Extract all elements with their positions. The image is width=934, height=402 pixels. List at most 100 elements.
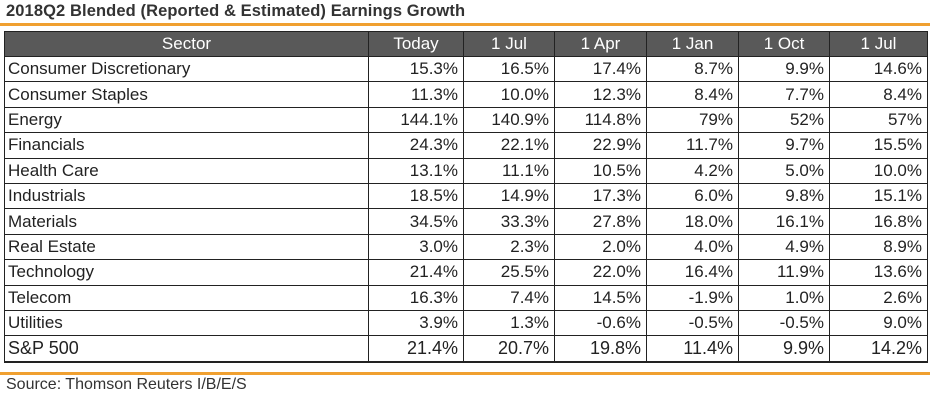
table-row: Consumer Discretionary 15.3% 16.5% 17.4% 8.7… xyxy=(4,55,928,83)
sector-cell: S&P 500 xyxy=(4,335,369,363)
growth-cell: 4.9% xyxy=(738,233,830,261)
growth-cell: 8.9% xyxy=(829,233,928,261)
growth-cell: 27.8% xyxy=(554,208,647,235)
column-header: Sector xyxy=(4,31,369,57)
growth-cell: 10.5% xyxy=(554,157,647,184)
table-row: Health Care 13.1% 11.1% 10.5% 4.2% 5.0% 10.0% xyxy=(4,157,928,184)
growth-cell: 114.8% xyxy=(554,106,647,134)
total-row: S&P 500 21.4% 20.7% 19.8% 11.4% 9.9% 14.2% xyxy=(4,335,928,363)
growth-cell: 21.4% xyxy=(368,335,464,363)
table-row: Consumer Staples 11.3% 10.0% 12.3% 8.4% 7.7% 8… xyxy=(4,81,928,108)
growth-cell: 22.0% xyxy=(554,259,647,286)
sector-cell: Energy xyxy=(4,106,369,134)
column-header: 1 Jul xyxy=(463,31,555,57)
growth-cell: -0.6% xyxy=(554,309,647,337)
growth-cell: 11.7% xyxy=(646,132,739,159)
growth-cell: 7.7% xyxy=(738,81,830,108)
sector-cell: Materials xyxy=(4,208,369,235)
growth-cell: 79% xyxy=(646,106,739,134)
growth-cell: 2.6% xyxy=(829,284,928,311)
growth-cell: 8.7% xyxy=(646,55,739,83)
sector-cell: Technology xyxy=(4,259,369,286)
growth-cell: 11.4% xyxy=(646,335,739,363)
growth-cell: 15.3% xyxy=(368,55,464,83)
growth-cell: 16.3% xyxy=(368,284,464,311)
sector-cell: Financials xyxy=(4,132,369,159)
growth-cell: 17.4% xyxy=(554,55,647,83)
growth-cell: 34.5% xyxy=(368,208,464,235)
growth-cell: 4.0% xyxy=(646,233,739,261)
growth-cell: 5.0% xyxy=(738,157,830,184)
top-accent-rule xyxy=(0,23,930,26)
column-header: 1 Jan xyxy=(646,31,739,57)
growth-cell: 144.1% xyxy=(368,106,464,134)
table-row: Real Estate 3.0% 2.3% 2.0% 4.0% 4.9% 8.9% xyxy=(4,233,928,261)
table-row: Financials 24.3% 22.1% 22.9% 11.7% 9.7% 15.5% xyxy=(4,132,928,159)
growth-cell: 21.4% xyxy=(368,259,464,286)
growth-cell: 1.3% xyxy=(463,309,555,337)
growth-cell: 10.0% xyxy=(829,157,928,184)
growth-cell: 19.8% xyxy=(554,335,647,363)
table-title: 2018Q2 Blended (Reported & Estimated) Ea… xyxy=(6,2,466,20)
table-row: Industrials 18.5% 14.9% 17.3% 6.0% 9.8% 15.1% xyxy=(4,182,928,210)
growth-cell: 9.9% xyxy=(738,335,830,363)
growth-cell: 17.3% xyxy=(554,182,647,210)
growth-cell: 12.3% xyxy=(554,81,647,108)
column-header: 1 Oct xyxy=(738,31,830,57)
growth-cell: 16.4% xyxy=(646,259,739,286)
sector-cell: Consumer Discretionary xyxy=(4,55,369,83)
header-row: Sector Today 1 Jul 1 Apr 1 Jan 1 Oct 1 Jul xyxy=(4,31,928,57)
growth-cell: 24.3% xyxy=(368,132,464,159)
growth-cell: 7.4% xyxy=(463,284,555,311)
growth-cell: 20.7% xyxy=(463,335,555,363)
source-note: Source: Thomson Reuters I/B/E/S xyxy=(6,376,247,393)
sector-cell: Telecom xyxy=(4,284,369,311)
growth-cell: 14.9% xyxy=(463,182,555,210)
growth-cell: 3.9% xyxy=(368,309,464,337)
growth-cell: 8.4% xyxy=(829,81,928,108)
bottom-accent-rule xyxy=(0,372,930,375)
growth-cell: 9.0% xyxy=(829,309,928,337)
column-header: 1 Jul xyxy=(829,31,928,57)
table-row: Telecom 16.3% 7.4% 14.5% -1.9% 1.0% 2.6% xyxy=(4,284,928,311)
growth-cell: 2.3% xyxy=(463,233,555,261)
sector-cell: Utilities xyxy=(4,309,369,337)
growth-cell: 52% xyxy=(738,106,830,134)
growth-cell: 14.2% xyxy=(829,335,928,363)
growth-cell: 18.0% xyxy=(646,208,739,235)
growth-cell: -0.5% xyxy=(738,309,830,337)
growth-cell: 15.1% xyxy=(829,182,928,210)
growth-cell: 57% xyxy=(829,106,928,134)
table-row: Technology 21.4% 25.5% 22.0% 16.4% 11.9% 13.6% xyxy=(4,259,928,286)
growth-cell: 16.1% xyxy=(738,208,830,235)
table-row: Materials 34.5% 33.3% 27.8% 18.0% 16.1% 16.8% xyxy=(4,208,928,235)
growth-cell: 4.2% xyxy=(646,157,739,184)
growth-cell: 13.1% xyxy=(368,157,464,184)
growth-cell: 9.9% xyxy=(738,55,830,83)
growth-cell: 22.1% xyxy=(463,132,555,159)
growth-cell: 13.6% xyxy=(829,259,928,286)
growth-cell: 18.5% xyxy=(368,182,464,210)
sector-cell: Industrials xyxy=(4,182,369,210)
growth-cell: 11.9% xyxy=(738,259,830,286)
growth-cell: 14.6% xyxy=(829,55,928,83)
growth-cell: -1.9% xyxy=(646,284,739,311)
growth-cell: 33.3% xyxy=(463,208,555,235)
growth-cell: 6.0% xyxy=(646,182,739,210)
growth-cell: 16.5% xyxy=(463,55,555,83)
growth-cell: 9.7% xyxy=(738,132,830,159)
growth-cell: -0.5% xyxy=(646,309,739,337)
growth-cell: 16.8% xyxy=(829,208,928,235)
growth-cell: 140.9% xyxy=(463,106,555,134)
growth-cell: 9.8% xyxy=(738,182,830,210)
growth-cell: 25.5% xyxy=(463,259,555,286)
growth-cell: 1.0% xyxy=(738,284,830,311)
sector-cell: Real Estate xyxy=(4,233,369,261)
earnings-growth-table: Sector Today 1 Jul 1 Apr 1 Jan 1 Oct 1 Jul Con… xyxy=(4,31,928,363)
growth-cell: 22.9% xyxy=(554,132,647,159)
growth-cell: 2.0% xyxy=(554,233,647,261)
growth-cell: 11.1% xyxy=(463,157,555,184)
sector-cell: Consumer Staples xyxy=(4,81,369,108)
growth-cell: 11.3% xyxy=(368,81,464,108)
sector-cell: Health Care xyxy=(4,157,369,184)
